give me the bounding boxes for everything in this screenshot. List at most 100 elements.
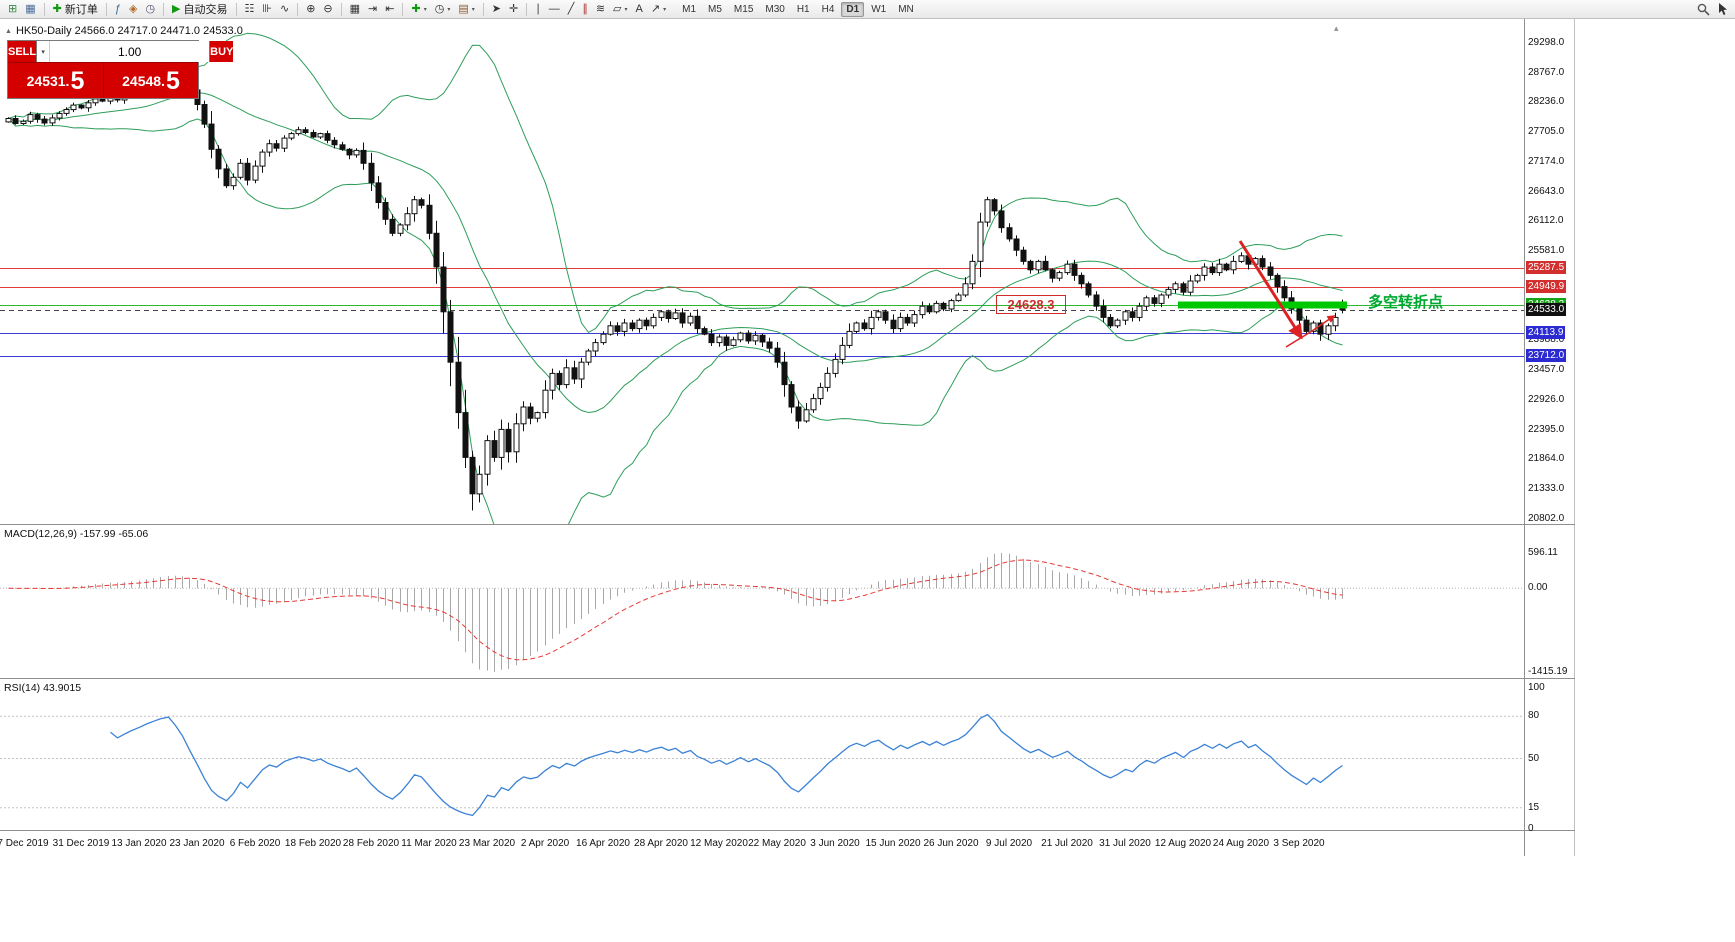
periods-icon: ◷	[434, 2, 445, 15]
toolbar-separator	[482, 2, 484, 16]
price-level-badge: 24949.9	[1526, 280, 1567, 293]
shapes-icon: ▱	[613, 2, 622, 15]
indicators-button-caret-icon[interactable]: ▾	[423, 6, 427, 13]
chart-shift-marker[interactable]: ▴	[1334, 23, 1339, 33]
rsi-panel-separator[interactable]	[0, 678, 1575, 679]
price-level-badge: 25287.5	[1526, 261, 1567, 274]
trendline-button[interactable]: ╱	[565, 1, 578, 18]
new-order-button[interactable]: ✚ 新订单	[50, 1, 101, 18]
zoom-out-button[interactable]: ⊖	[320, 1, 335, 18]
expert-advisors-button[interactable]: ƒ	[112, 1, 124, 18]
time-axis-label: 11 Mar 2020	[401, 838, 457, 849]
chart-ohlc-title: ▲ HK50-Daily 24566.0 24717.0 24471.0 245…	[5, 25, 243, 37]
toolbar-separator	[340, 2, 342, 16]
autotrading-button[interactable]: ▶ 自动交易	[169, 1, 230, 18]
indicators-icon: ✚	[411, 2, 421, 15]
horizontal-line-button[interactable]: ―	[546, 1, 563, 18]
templates-button-caret-icon[interactable]: ▾	[471, 6, 475, 13]
buy-button[interactable]: BUY	[210, 41, 234, 62]
trendline-icon: ╱	[567, 2, 575, 15]
time-axis-label: 28 Apr 2020	[634, 838, 688, 849]
crosshair-icon: ✛	[508, 2, 519, 15]
arrows-button[interactable]: ↗ ▾	[648, 1, 669, 18]
rsi-axis-label: 0	[1528, 823, 1534, 834]
periods-button-caret-icon[interactable]: ▾	[447, 6, 451, 13]
time-axis-label: 3 Jun 2020	[810, 838, 860, 849]
toolbar-separator	[163, 2, 165, 16]
market-watch-button[interactable]: ◈	[126, 1, 140, 18]
time-axis-label: 21 Jul 2020	[1041, 838, 1093, 849]
new-order-icon: ✚	[52, 2, 62, 15]
price-axis-label: 22926.0	[1528, 394, 1565, 405]
timeframe-button-w1[interactable]: W1	[871, 3, 887, 15]
chart-shift-button[interactable]: ⇤	[382, 1, 397, 18]
sell-price[interactable]: 24531. 5	[8, 63, 103, 98]
candlestick-chart-button[interactable]: ⊪	[259, 1, 275, 18]
time-axis-label: 26 Jun 2020	[923, 838, 979, 849]
auto-scroll-button[interactable]: ⇥	[365, 1, 380, 18]
volume-field[interactable]: ▾	[36, 41, 211, 62]
toolbar-separator	[297, 2, 299, 16]
timeframe-button-h1[interactable]: H1	[796, 3, 810, 15]
line-chart-icon: ∿	[279, 2, 290, 15]
current-price-badge: 24533.0	[1526, 303, 1567, 316]
volume-dropdown-icon[interactable]: ▾	[37, 41, 51, 62]
volume-input[interactable]	[50, 44, 210, 59]
templates-button[interactable]: ▤ ▾	[455, 1, 477, 18]
timeframe-button-d1[interactable]: D1	[841, 1, 865, 17]
time-axis-label: 7 Dec 2019	[0, 838, 49, 849]
arrows-icon: ↗	[650, 2, 661, 15]
zoom-in-icon: ⊕	[306, 2, 316, 15]
shapes-button-caret-icon[interactable]: ▾	[624, 6, 628, 13]
toolbar-right-icons	[1697, 0, 1729, 19]
history-center-button[interactable]: ◷	[142, 1, 158, 18]
macd-axis-label: -1415.19	[1528, 666, 1568, 677]
timeframe-button-m30[interactable]: M30	[765, 3, 785, 15]
price-axis-separator	[1524, 19, 1525, 856]
macd-panel-canvas[interactable]	[0, 525, 1524, 678]
chart-window[interactable]: 29298.0 28767.0 28236.0 27705.0 27174.0 26643…	[0, 19, 1575, 856]
text-label-button[interactable]: A	[633, 1, 646, 18]
indicators-button[interactable]: ✚ ▾	[408, 1, 429, 18]
tile-windows-button[interactable]: ▦	[347, 1, 363, 18]
sell-button[interactable]: SELL	[8, 41, 37, 62]
buy-price[interactable]: 24548. 5	[103, 63, 198, 98]
zoom-in-button[interactable]: ⊕	[303, 1, 318, 18]
price-axis-label: 26643.0	[1528, 186, 1565, 197]
search-icon[interactable]	[1697, 3, 1710, 16]
timeframe-button-m5[interactable]: M5	[708, 3, 722, 15]
bar-chart-button[interactable]: ☷	[242, 1, 258, 18]
time-axis: 7 Dec 2019 31 Dec 2019 13 Jan 2020 23 Jan 2…	[0, 831, 1524, 856]
timeframe-button-m15[interactable]: M15	[733, 3, 754, 15]
timeframe-button-h4[interactable]: H4	[821, 3, 835, 15]
price-axis-label: 27174.0	[1528, 156, 1565, 167]
timeframe-button-m1[interactable]: M1	[682, 3, 697, 15]
fibonacci-button[interactable]: ≋	[593, 1, 608, 18]
price-axis: 29298.0 28767.0 28236.0 27705.0 27174.0 26643…	[1525, 19, 1575, 856]
main-chart-canvas[interactable]	[0, 19, 1524, 524]
channel-button[interactable]: ∥	[579, 1, 591, 18]
shapes-button[interactable]: ▱ ▾	[610, 1, 630, 18]
rsi-panel-canvas[interactable]	[0, 679, 1524, 830]
price-axis-label: 21333.0	[1528, 483, 1565, 494]
arrows-button-caret-icon[interactable]: ▾	[663, 6, 667, 13]
pivot-point-annotation[interactable]: 多空转折点	[1368, 294, 1444, 311]
periods-button[interactable]: ◷ ▾	[432, 1, 454, 18]
time-axis-label: 23 Mar 2020	[458, 838, 516, 849]
crosshair-button[interactable]: ✛	[506, 1, 521, 18]
buy-price-pip: 5	[165, 66, 180, 95]
price-axis-label: 27705.0	[1528, 126, 1565, 137]
text-label-icon: A	[635, 2, 643, 15]
cursor-button[interactable]: ➤	[489, 1, 504, 18]
vertical-line-button[interactable]: ∣	[532, 1, 544, 18]
macd-panel-separator[interactable]	[0, 524, 1575, 525]
line-chart-button[interactable]: ∿	[277, 1, 292, 18]
macd-axis-label: 596.11	[1528, 547, 1558, 558]
cursor-icon[interactable]	[1718, 3, 1729, 16]
profiles-button[interactable]: ▦	[22, 1, 38, 18]
new-chart-button[interactable]: ⊞	[5, 1, 20, 18]
timeframe-button-mn[interactable]: MN	[898, 3, 914, 15]
toolbar-separator	[105, 2, 107, 16]
toolbar-separator	[402, 2, 404, 16]
price-callout-annotation[interactable]: 24628.3	[996, 295, 1066, 314]
